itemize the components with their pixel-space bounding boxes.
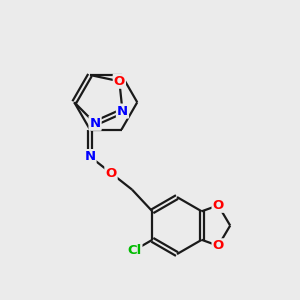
Text: N: N	[117, 105, 128, 118]
Text: N: N	[84, 150, 96, 163]
Text: Cl: Cl	[127, 244, 141, 257]
Text: N: N	[89, 117, 100, 130]
Text: O: O	[114, 75, 125, 88]
Text: O: O	[105, 167, 117, 180]
Text: O: O	[213, 199, 224, 212]
Text: O: O	[213, 239, 224, 252]
